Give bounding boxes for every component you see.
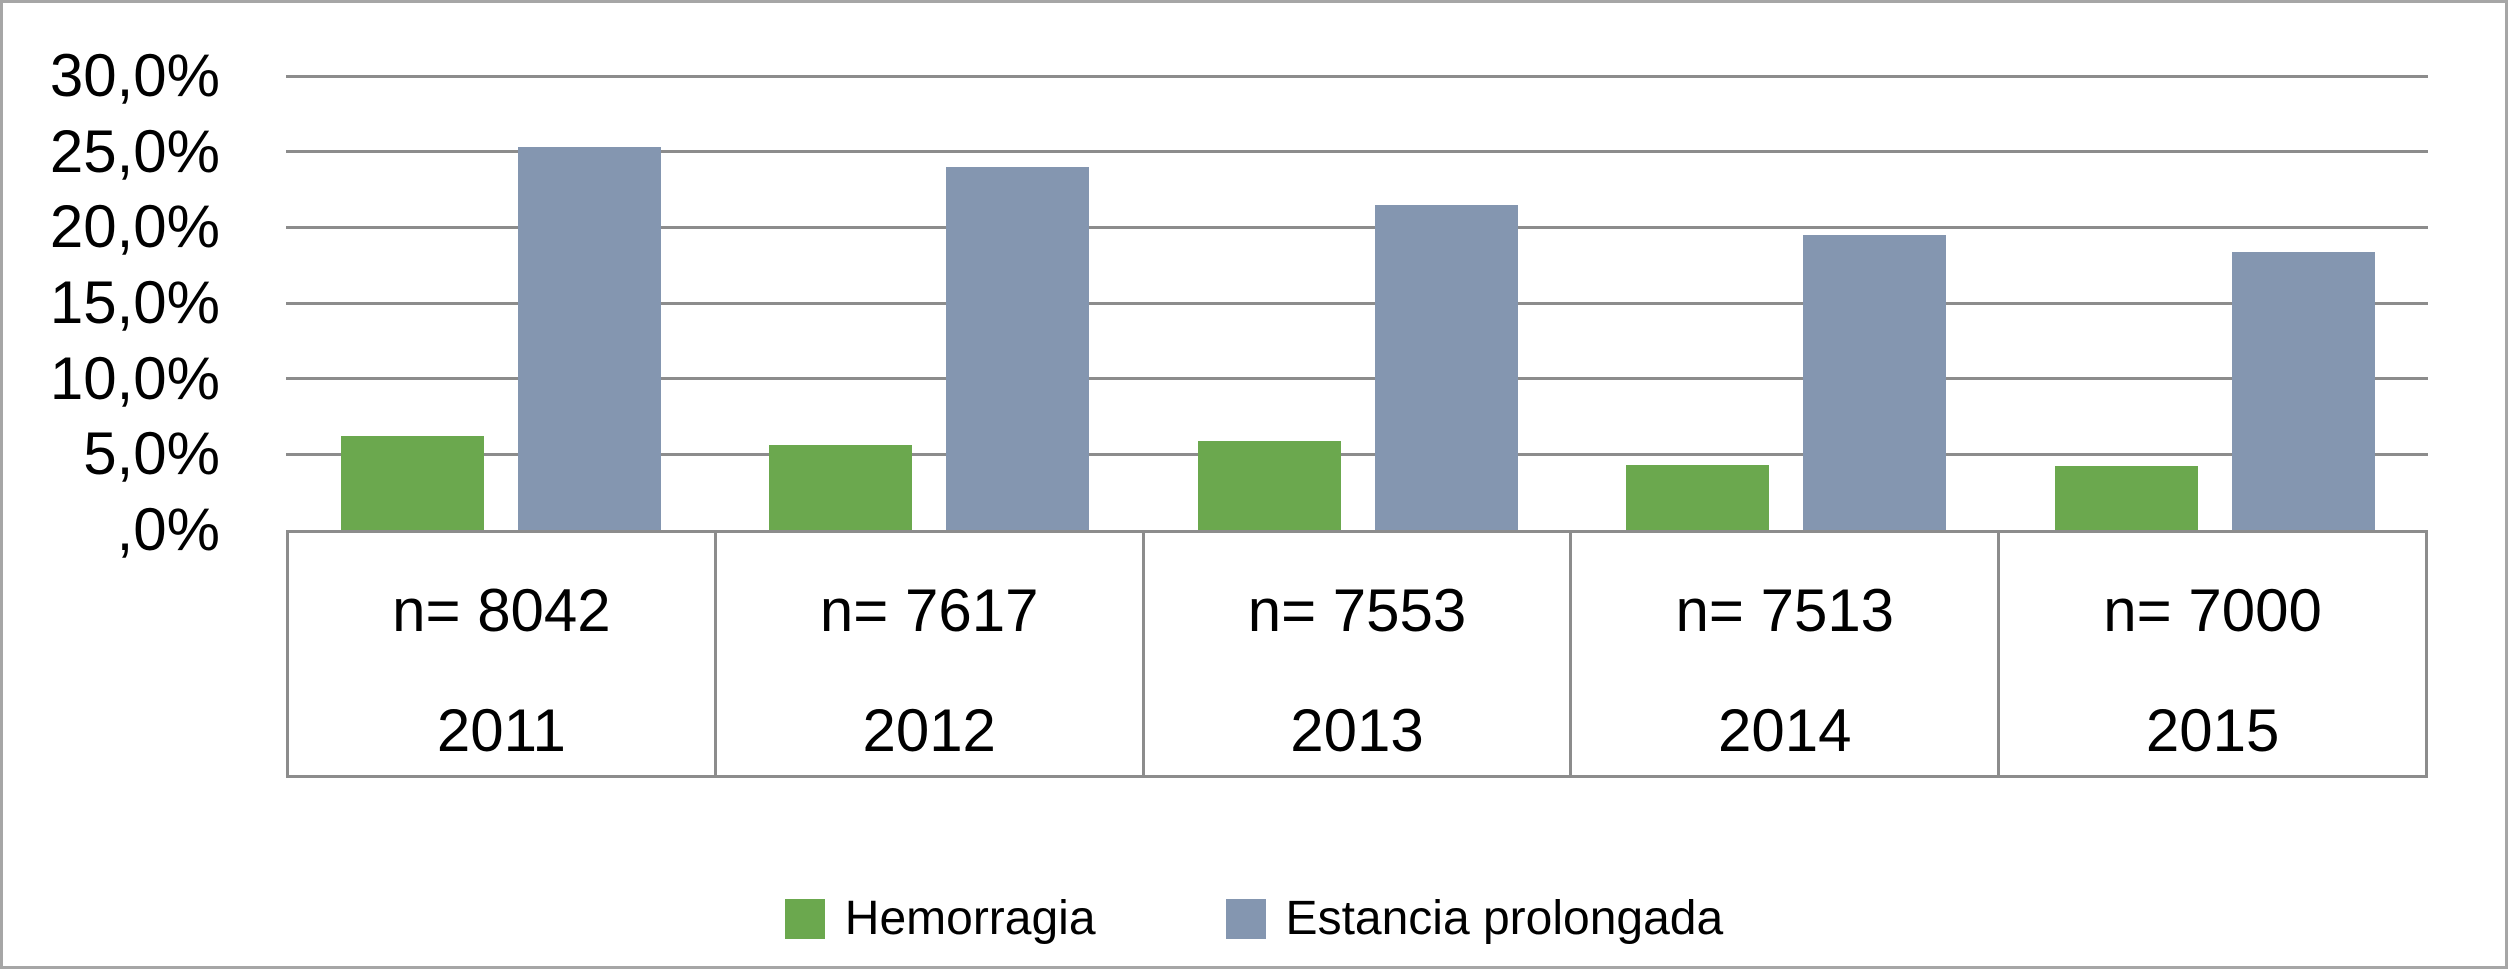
gridline-30pct xyxy=(286,74,2428,78)
sample-size-label: n= 7000 xyxy=(2103,577,2322,644)
category-table: n= 8042 2011 n= 7617 2012 n= 7553 2013 n= 7513… xyxy=(286,530,2428,778)
gridline-10pct xyxy=(286,377,2428,381)
bar-estancia-prolongada-2011 xyxy=(518,147,661,530)
bar-hemorragia-2015 xyxy=(2054,466,2198,530)
gridline-5pct xyxy=(286,452,2428,456)
year-label: 2011 xyxy=(436,697,566,764)
gridline-15pct xyxy=(286,301,2428,305)
y-tick-label-10pct: 10,0% xyxy=(49,344,220,412)
y-tick-label-5pct: 5,0% xyxy=(83,420,220,488)
y-tick-label-20pct: 20,0% xyxy=(49,193,220,261)
legend: Hemorragia Estancia prolongada xyxy=(3,893,2505,945)
gridline-25pct xyxy=(286,150,2428,154)
sample-size-label: n= 8042 xyxy=(392,577,611,644)
sample-size-label: n= 7553 xyxy=(1247,577,1467,644)
y-tick-label-30pct: 30,0% xyxy=(49,42,220,109)
year-label: 2014 xyxy=(1718,697,1852,764)
category-cell-2015: n= 7000 2015 xyxy=(2000,533,2425,775)
category-cell-2014: n= 7513 2014 xyxy=(1572,533,2001,775)
sample-size-label: n= 7617 xyxy=(819,577,1039,644)
legend-swatch-icon xyxy=(784,899,825,939)
bar-estancia-prolongada-2014 xyxy=(1803,234,1947,530)
year-label: 2015 xyxy=(2145,697,2280,764)
legend-label: Estancia prolongada xyxy=(1285,892,1724,945)
legend-swatch-icon xyxy=(1225,899,1266,939)
category-cell-2013: n= 7553 2013 xyxy=(1145,533,1573,775)
category-cell-2011: n= 8042 2011 xyxy=(289,533,717,775)
y-tick-label-25pct: 25,0% xyxy=(49,117,220,185)
sample-size-label: n= 7513 xyxy=(1675,577,1895,644)
y-tick-label-15pct: 15,0% xyxy=(49,269,220,336)
gridline-20pct xyxy=(286,225,2428,229)
bar-hemorragia-2014 xyxy=(1626,464,1770,530)
plot-area xyxy=(286,74,2428,530)
bar-hemorragia-2011 xyxy=(341,436,484,530)
y-tick-label-0pct: ,0% xyxy=(116,496,220,563)
bar-estancia-prolongada-2015 xyxy=(2231,251,2375,530)
bar-estancia-prolongada-2013 xyxy=(1374,204,1518,530)
legend-item-hemorragia: Hemorragia xyxy=(784,892,1096,945)
bar-hemorragia-2013 xyxy=(1197,440,1341,530)
bar-estancia-prolongada-2012 xyxy=(946,166,1090,530)
year-label: 2012 xyxy=(862,697,996,764)
year-label: 2013 xyxy=(1290,697,1424,764)
legend-label: Hemorragia xyxy=(844,892,1096,945)
category-cell-2012: n= 7617 2012 xyxy=(717,533,1145,775)
legend-item-estancia-prolongada: Estancia prolongada xyxy=(1225,892,1724,945)
bar-hemorragia-2012 xyxy=(769,445,913,530)
